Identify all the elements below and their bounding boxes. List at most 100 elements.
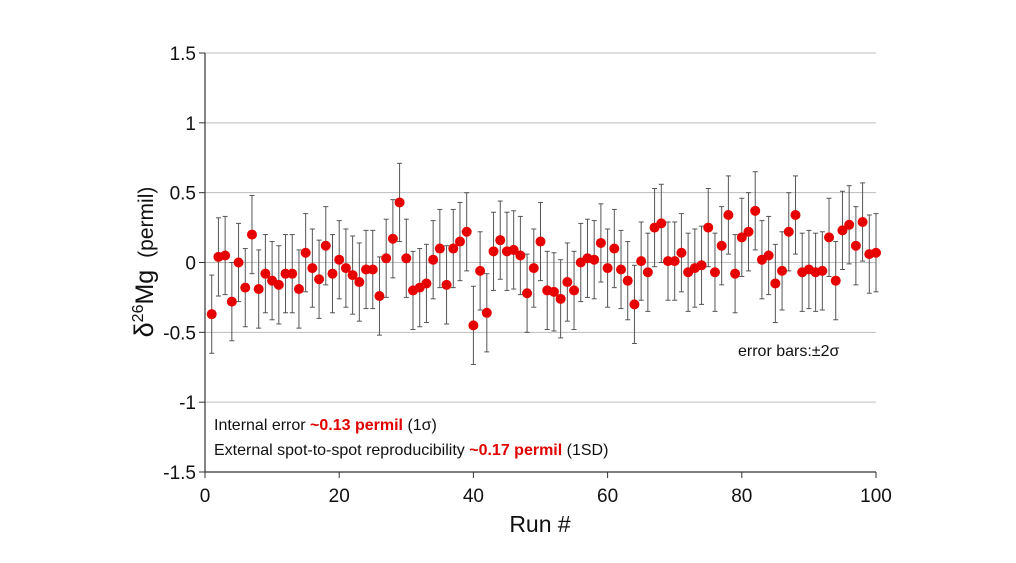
data-point xyxy=(488,246,499,257)
y-tick-label: 1.5 xyxy=(170,44,196,65)
data-point xyxy=(857,216,868,227)
data-point xyxy=(850,240,861,251)
data-point xyxy=(340,263,351,274)
external-reproducibility-annotation: External spot-to-spot reproducibility ~0… xyxy=(214,442,608,459)
data-point xyxy=(273,279,284,290)
external-reproducibility-unit: (1SD) xyxy=(562,442,608,459)
data-point xyxy=(401,253,412,264)
y-tick-labels: 1.5 1 0.5 0 -0.5 -1 -1.5 xyxy=(163,44,196,484)
data-point xyxy=(736,232,747,243)
data-point xyxy=(595,237,606,248)
data-point xyxy=(495,235,506,246)
data-point xyxy=(522,288,533,299)
y-axis-title: δ26Mg (permil) xyxy=(129,187,159,338)
data-point xyxy=(770,278,781,289)
data-point xyxy=(220,250,231,261)
external-reproducibility-text: External spot-to-spot reproducibility xyxy=(214,442,469,459)
data-point xyxy=(528,263,539,274)
data-point xyxy=(790,210,801,221)
data-point xyxy=(830,275,841,286)
data-point xyxy=(374,291,385,302)
data-point xyxy=(367,264,378,275)
data-point xyxy=(475,265,486,276)
data-point xyxy=(535,236,546,247)
data-point xyxy=(824,232,835,243)
data-point xyxy=(783,226,794,237)
x-tick-label: 40 xyxy=(463,486,484,507)
data-point xyxy=(629,299,640,310)
data-point xyxy=(622,275,633,286)
data-point xyxy=(709,267,720,278)
data-point xyxy=(723,210,734,221)
data-point xyxy=(233,257,244,268)
data-point xyxy=(555,293,566,304)
data-point xyxy=(837,225,848,236)
data-point xyxy=(508,244,519,255)
x-tick-label: 100 xyxy=(860,486,892,507)
data-point xyxy=(300,247,311,258)
data-point xyxy=(347,270,358,281)
data-point xyxy=(730,268,741,279)
data-point xyxy=(609,243,620,254)
data-point xyxy=(246,229,257,240)
data-point xyxy=(481,307,492,318)
data-point xyxy=(468,320,479,331)
data-point xyxy=(441,279,452,290)
internal-error-text: Internal error xyxy=(214,417,310,434)
data-point xyxy=(394,197,405,208)
data-point xyxy=(636,256,647,267)
x-axis-title: Run # xyxy=(509,511,571,537)
y-axis-title-symbol: δ xyxy=(129,322,159,337)
data-point xyxy=(569,285,580,296)
y-tick-label: 1 xyxy=(185,114,196,135)
internal-error-unit: (1σ) xyxy=(403,417,437,434)
data-point xyxy=(387,233,398,244)
data-point xyxy=(428,254,439,265)
data-point xyxy=(260,268,271,279)
data-point xyxy=(461,226,472,237)
data-points xyxy=(206,197,881,331)
data-point xyxy=(454,236,465,247)
data-point xyxy=(676,247,687,258)
data-point xyxy=(844,219,855,230)
data-point xyxy=(750,205,761,216)
data-point xyxy=(703,222,714,233)
axes xyxy=(199,52,877,478)
data-point xyxy=(381,253,392,264)
external-reproducibility-value: ~0.17 permil xyxy=(469,442,562,459)
data-point xyxy=(320,240,331,251)
y-tick-label: 0 xyxy=(185,254,196,275)
grid-lines xyxy=(205,52,876,403)
data-point xyxy=(696,260,707,271)
data-point xyxy=(602,263,613,274)
data-point xyxy=(334,254,345,265)
data-point xyxy=(421,278,432,289)
data-point xyxy=(777,265,788,276)
data-point xyxy=(434,243,445,254)
data-point xyxy=(616,264,627,275)
data-point xyxy=(763,250,774,261)
error-bar-label: error bars:±2σ xyxy=(738,343,839,360)
y-axis-title-sup: 26 xyxy=(130,304,147,322)
data-point xyxy=(240,282,251,293)
internal-error-value: ~0.13 permil xyxy=(310,417,403,434)
x-tick-label: 80 xyxy=(731,486,752,507)
data-point xyxy=(817,265,828,276)
x-tick-label: 20 xyxy=(329,486,350,507)
data-point xyxy=(562,277,573,288)
data-point xyxy=(743,226,754,237)
data-point xyxy=(548,286,559,297)
y-tick-label: -1.5 xyxy=(163,463,196,484)
internal-error-annotation: Internal error ~0.13 permil (1σ) xyxy=(214,417,437,434)
data-point xyxy=(226,296,237,307)
data-point xyxy=(589,254,600,265)
x-tick-label: 0 xyxy=(200,486,211,507)
data-point xyxy=(448,243,459,254)
data-point xyxy=(307,263,318,274)
x-tick-label: 60 xyxy=(597,486,618,507)
data-point xyxy=(515,250,526,261)
data-point xyxy=(327,268,338,279)
data-point xyxy=(206,309,217,320)
y-tick-label: -1 xyxy=(179,393,196,414)
